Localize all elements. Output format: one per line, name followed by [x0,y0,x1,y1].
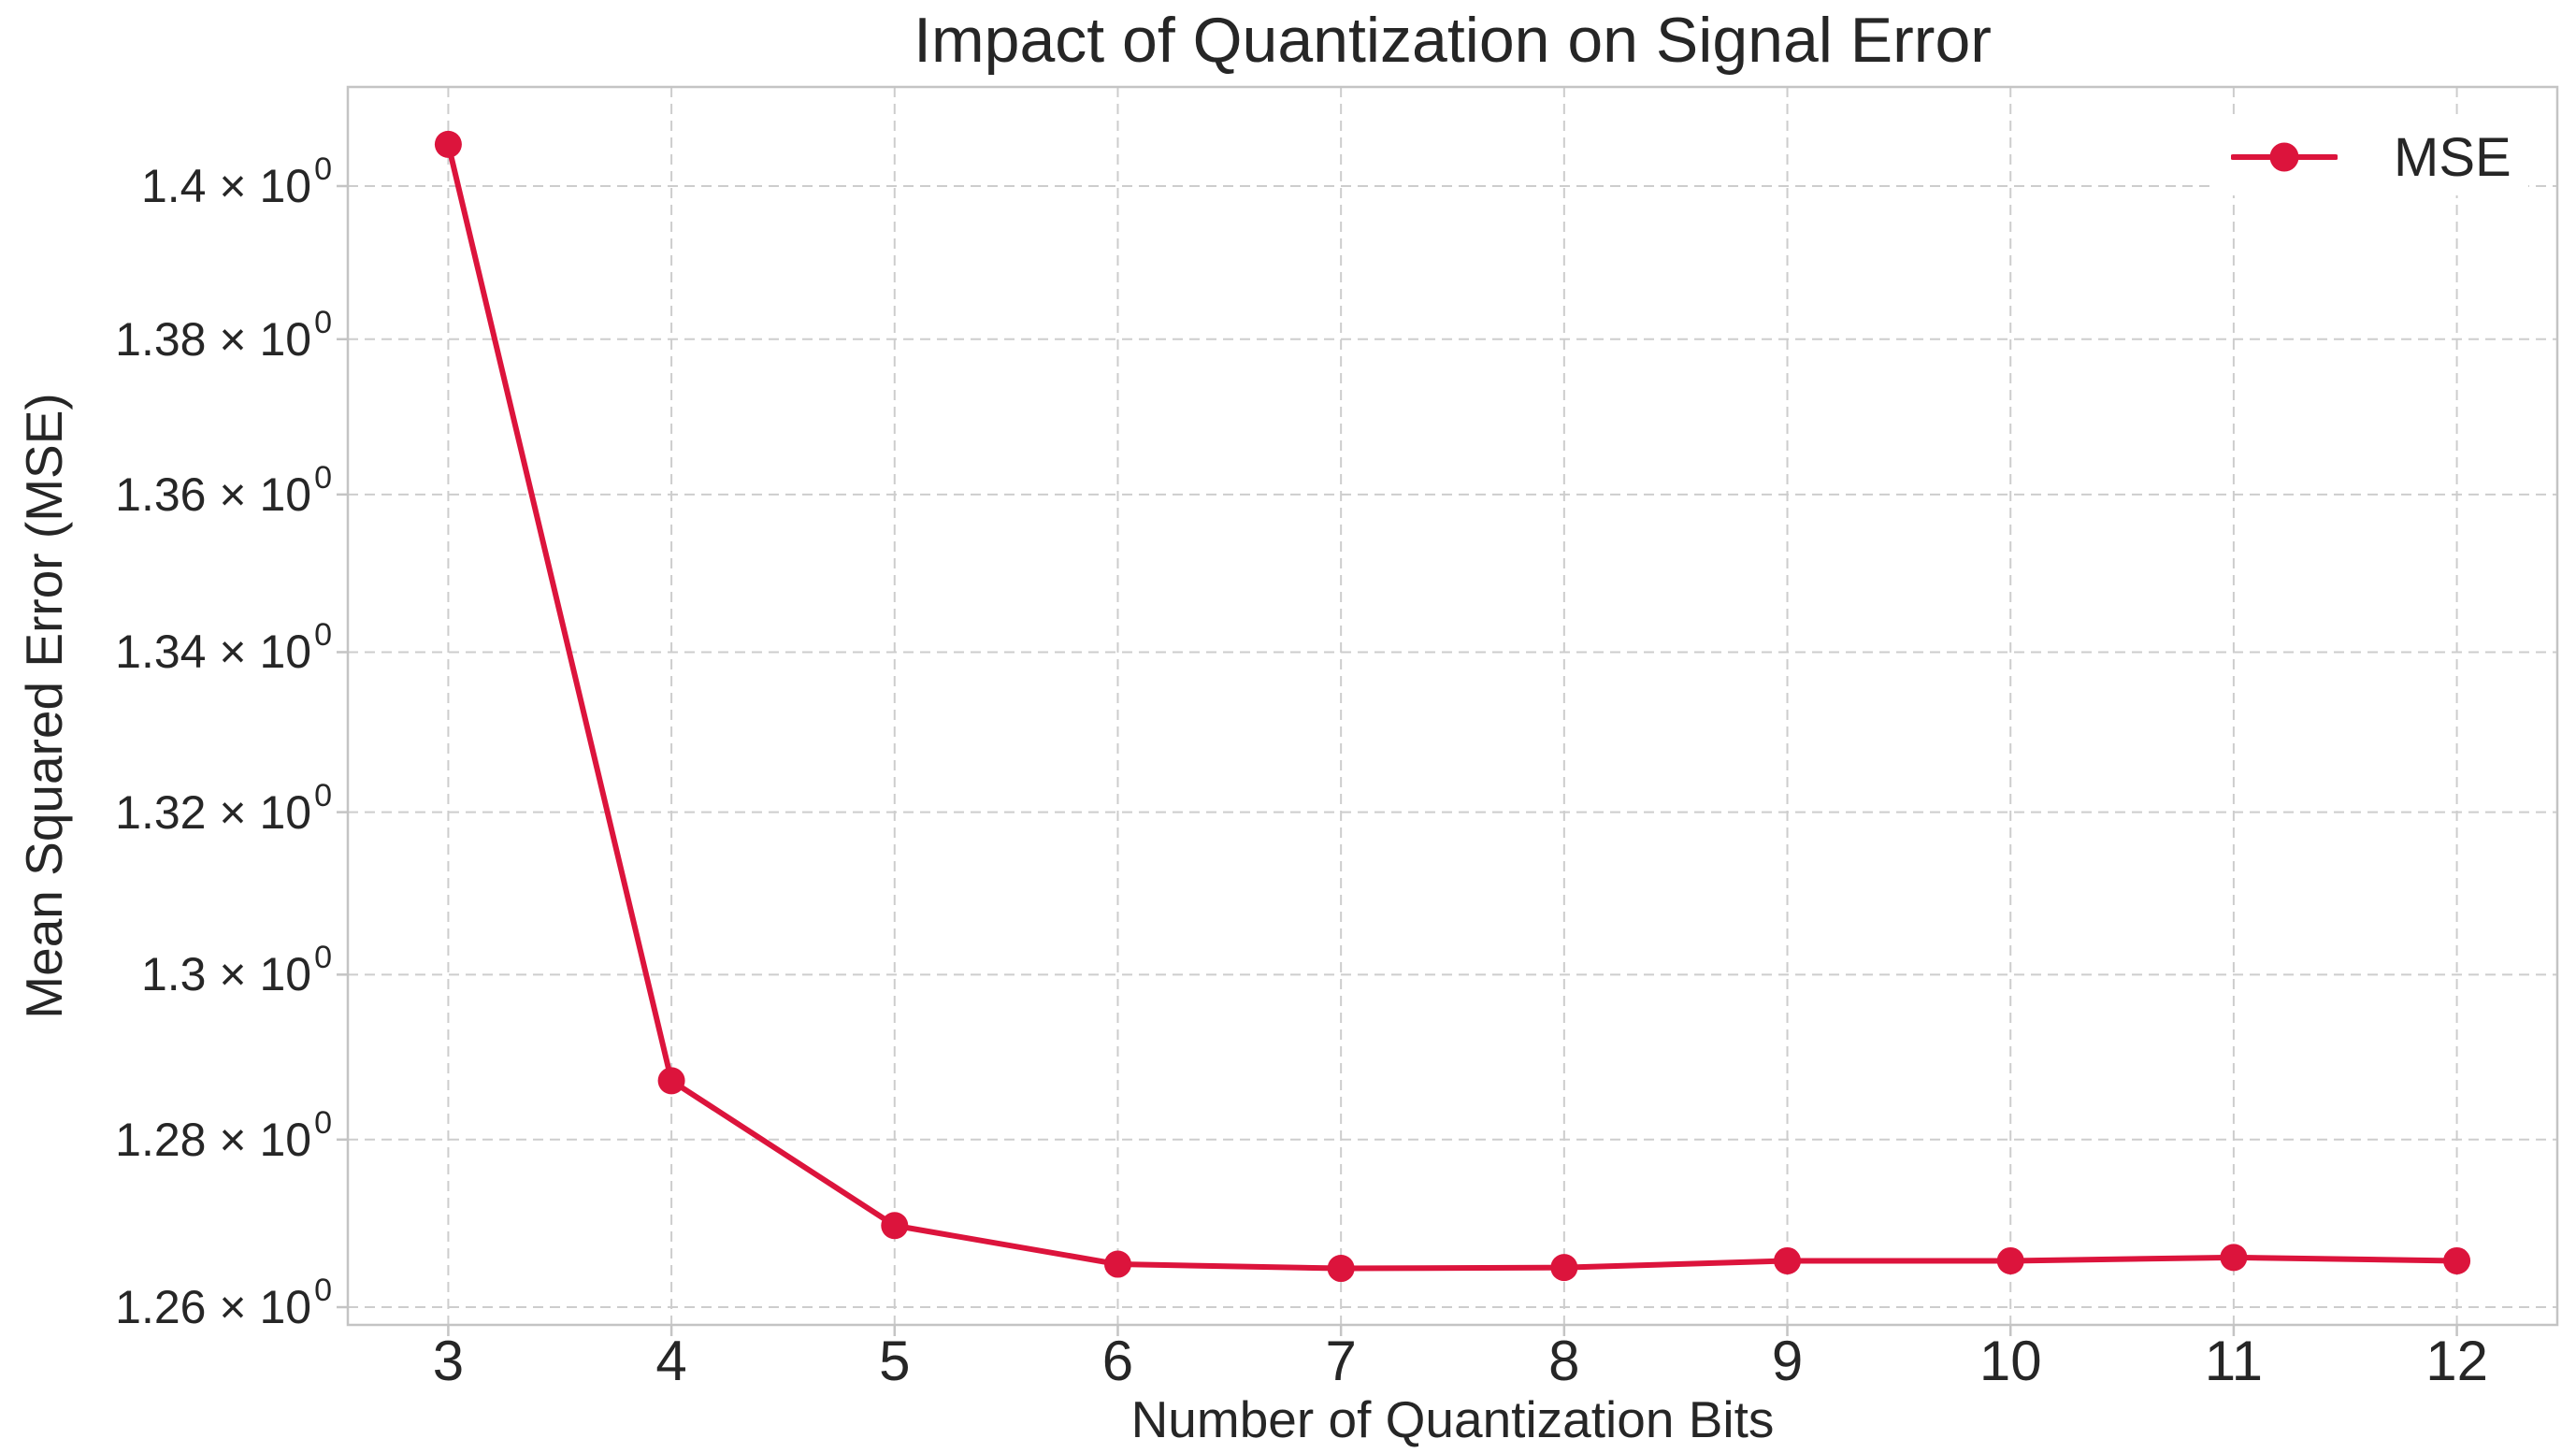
y-tick-label: 1.32 × 100 [115,777,332,839]
x-tick-label: 11 [2204,1330,2264,1392]
plot-border [346,85,2559,1327]
mse-point [881,1212,909,1240]
x-tick-label: 12 [2425,1330,2488,1392]
x-tick-label: 7 [1325,1330,1357,1392]
mse-point [434,130,462,158]
chart-title: Impact of Quantization on Signal Error [914,5,1992,76]
x-tick-label: 10 [1979,1330,2042,1392]
legend: MSE [2214,119,2528,195]
mse-point [2443,1246,2471,1274]
y-tick-label: 1.4 × 100 [140,151,332,212]
y-tick-label: 1.28 × 100 [115,1104,332,1166]
legend-line-marker-icon [2231,142,2338,172]
mse-point [1103,1250,1131,1278]
y-tick-label: 1.3 × 100 [140,940,332,1001]
mse-line [445,141,2460,1272]
y-tick-label: 1.26 × 100 [115,1273,332,1334]
mse-point [657,1067,685,1095]
x-tick-label: 6 [1101,1330,1134,1392]
x-tick-label: 5 [879,1330,911,1392]
mse-point [2220,1244,2248,1272]
x-axis-label: Number of Quantization Bits [1130,1390,1775,1448]
x-tick-label: 4 [655,1330,687,1392]
x-tick-label: 9 [1771,1330,1804,1392]
legend-label: MSE [2394,126,2511,188]
mse-point [1550,1254,1578,1282]
x-tick-label: 8 [1548,1330,1580,1392]
mse-point [1996,1246,2024,1274]
y-tick-label: 1.36 × 100 [115,459,332,521]
mse-point [1327,1255,1355,1283]
y-axis-label: Mean Squared Error (MSE) [15,393,73,1019]
x-tick-label: 3 [432,1330,465,1392]
y-tick-label: 1.34 × 100 [115,617,332,679]
mse-point [1774,1246,1802,1274]
y-tick-label: 1.38 × 100 [115,304,332,366]
